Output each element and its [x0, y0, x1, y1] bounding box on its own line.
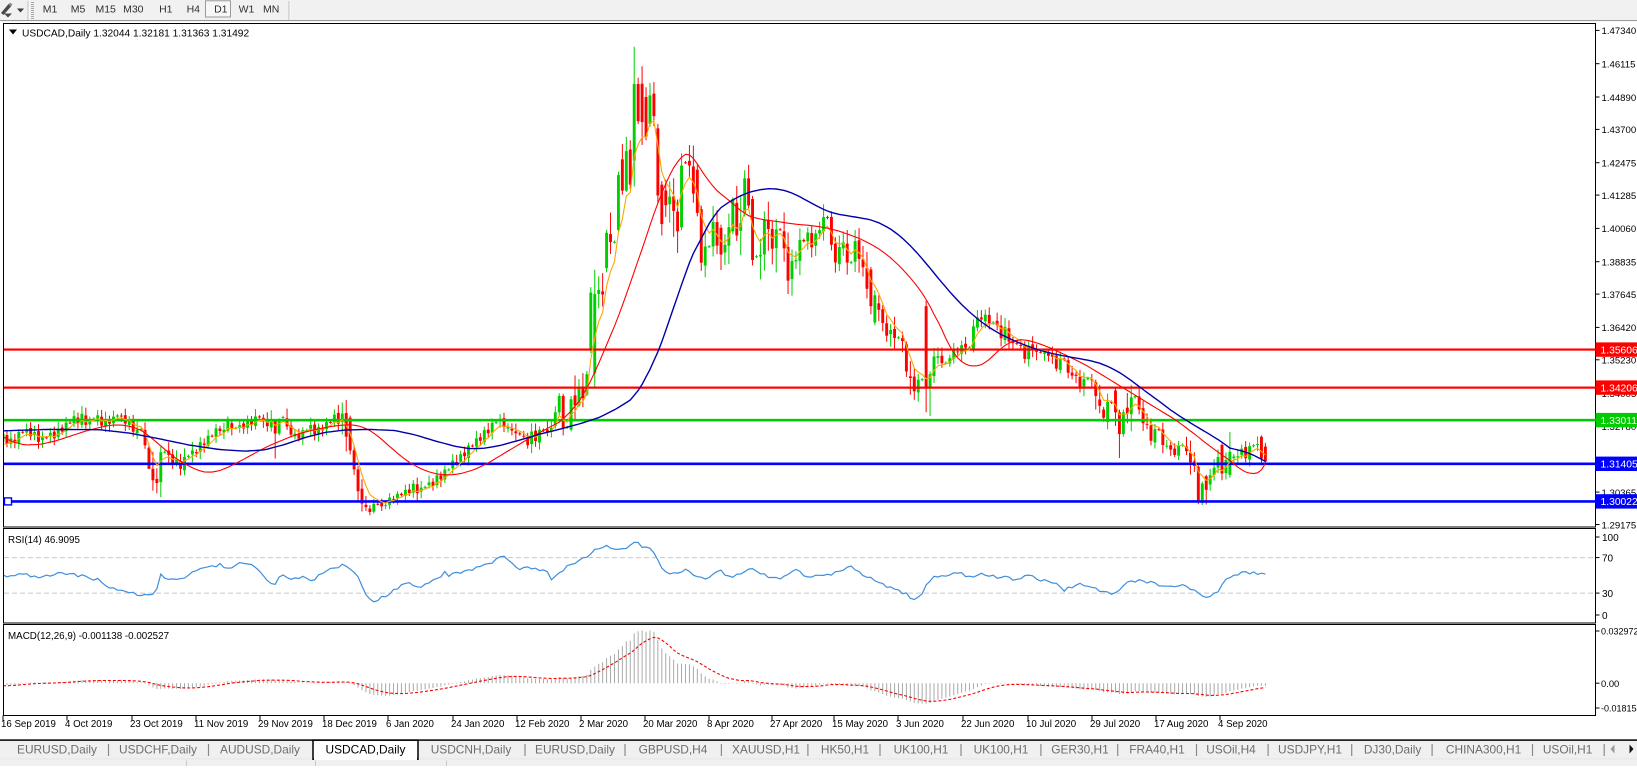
- svg-text:1.42475: 1.42475: [1602, 159, 1637, 170]
- svg-text:USDCNH,Daily: USDCNH,Daily: [431, 743, 512, 757]
- svg-text:0.00: 0.00: [1601, 678, 1619, 689]
- svg-text:18 Dec 2019: 18 Dec 2019: [322, 719, 377, 730]
- svg-text:4 Sep 2020: 4 Sep 2020: [1218, 719, 1268, 730]
- svg-text:10 Jul 2020: 10 Jul 2020: [1026, 719, 1077, 730]
- svg-text:FRA40,H1: FRA40,H1: [1129, 743, 1185, 757]
- svg-text:0.032972: 0.032972: [1601, 627, 1637, 637]
- svg-text:M5: M5: [71, 4, 86, 16]
- svg-text:M30: M30: [123, 4, 144, 16]
- svg-text:70: 70: [1602, 554, 1614, 565]
- svg-text:6 Jan 2020: 6 Jan 2020: [386, 719, 435, 730]
- svg-text:4 Oct 2019: 4 Oct 2019: [65, 719, 112, 730]
- svg-text:USDCAD,Daily: USDCAD,Daily: [326, 743, 406, 757]
- svg-text:22 Jun 2020: 22 Jun 2020: [961, 719, 1015, 730]
- svg-text:-0.018154: -0.018154: [1601, 704, 1637, 714]
- svg-text:CHINA300,H1: CHINA300,H1: [1446, 743, 1522, 757]
- svg-text:1.35230: 1.35230: [1602, 356, 1637, 367]
- svg-text:1.44890: 1.44890: [1602, 93, 1637, 104]
- svg-text:MACD(12,26,9) -0.001138 -0.002: MACD(12,26,9) -0.001138 -0.002527: [8, 631, 169, 642]
- svg-text:HK50,H1: HK50,H1: [821, 743, 870, 757]
- svg-text:RSI(14) 46.9095: RSI(14) 46.9095: [8, 535, 80, 546]
- svg-text:UK100,H1: UK100,H1: [894, 743, 949, 757]
- svg-text:1.30022: 1.30022: [1601, 497, 1637, 508]
- svg-text:M1: M1: [43, 4, 58, 16]
- svg-text:100: 100: [1602, 533, 1619, 544]
- svg-text:1.36420: 1.36420: [1602, 323, 1637, 334]
- svg-text:15 May 2020: 15 May 2020: [832, 719, 889, 730]
- svg-text:EURUSD,Daily: EURUSD,Daily: [17, 743, 97, 757]
- svg-text:USDJPY,H1: USDJPY,H1: [1278, 743, 1342, 757]
- svg-text:H4: H4: [187, 4, 201, 16]
- svg-text:USOil,H1: USOil,H1: [1543, 743, 1593, 757]
- svg-text:1.34206: 1.34206: [1601, 383, 1637, 394]
- svg-text:USOil,H4: USOil,H4: [1206, 743, 1256, 757]
- svg-text:1.41285: 1.41285: [1602, 191, 1637, 202]
- svg-text:W1: W1: [239, 4, 255, 16]
- svg-text:1.37645: 1.37645: [1602, 290, 1637, 301]
- svg-text:1.31405: 1.31405: [1601, 460, 1637, 471]
- svg-text:11 Nov 2019: 11 Nov 2019: [194, 719, 248, 730]
- svg-text:GBPUSD,H4: GBPUSD,H4: [639, 743, 708, 757]
- svg-text:23 Oct 2019: 23 Oct 2019: [130, 719, 183, 730]
- svg-text:GER30,H1: GER30,H1: [1051, 743, 1109, 757]
- svg-text:AUDUSD,Daily: AUDUSD,Daily: [220, 743, 300, 757]
- svg-text:H1: H1: [159, 4, 173, 16]
- svg-text:DJ30,Daily: DJ30,Daily: [1364, 743, 1422, 757]
- svg-text:M15: M15: [95, 4, 116, 16]
- svg-text:1.38835: 1.38835: [1602, 258, 1637, 269]
- svg-text:12 Feb 2020: 12 Feb 2020: [515, 719, 570, 730]
- svg-text:16 Sep 2019: 16 Sep 2019: [1, 719, 56, 730]
- svg-text:2 Mar 2020: 2 Mar 2020: [579, 719, 629, 730]
- svg-text:30: 30: [1602, 589, 1614, 600]
- svg-text:1.35606: 1.35606: [1601, 345, 1637, 356]
- svg-text:MN: MN: [263, 4, 279, 16]
- svg-text:8 Apr 2020: 8 Apr 2020: [707, 719, 754, 730]
- svg-text:1.33011: 1.33011: [1601, 416, 1637, 427]
- svg-text:3 Jun 2020: 3 Jun 2020: [896, 719, 945, 730]
- svg-text:17 Aug 2020: 17 Aug 2020: [1154, 719, 1209, 730]
- svg-text:USDCHF,Daily: USDCHF,Daily: [119, 743, 197, 757]
- svg-text:24 Jan 2020: 24 Jan 2020: [451, 719, 505, 730]
- svg-text:0: 0: [1602, 611, 1608, 622]
- svg-text:29 Jul 2020: 29 Jul 2020: [1090, 719, 1141, 730]
- svg-text:EURUSD,Daily: EURUSD,Daily: [535, 743, 615, 757]
- svg-text:29 Nov 2019: 29 Nov 2019: [258, 719, 313, 730]
- svg-text:1.40060: 1.40060: [1602, 224, 1637, 235]
- svg-text:1.46115: 1.46115: [1602, 60, 1636, 71]
- svg-text:XAUUSD,H1: XAUUSD,H1: [732, 743, 800, 757]
- svg-text:1.43700: 1.43700: [1602, 125, 1637, 136]
- svg-text:D1: D1: [214, 4, 228, 16]
- svg-text:27 Apr 2020: 27 Apr 2020: [770, 719, 823, 730]
- svg-text:1.47340: 1.47340: [1602, 26, 1637, 37]
- svg-text:1.29175: 1.29175: [1602, 520, 1637, 531]
- svg-text:20 Mar 2020: 20 Mar 2020: [643, 719, 698, 730]
- svg-text:UK100,H1: UK100,H1: [974, 743, 1029, 757]
- svg-text:USDCAD,Daily 1.32044 1.32181: USDCAD,Daily 1.32044 1.32181 1.31363 1.3…: [22, 29, 249, 40]
